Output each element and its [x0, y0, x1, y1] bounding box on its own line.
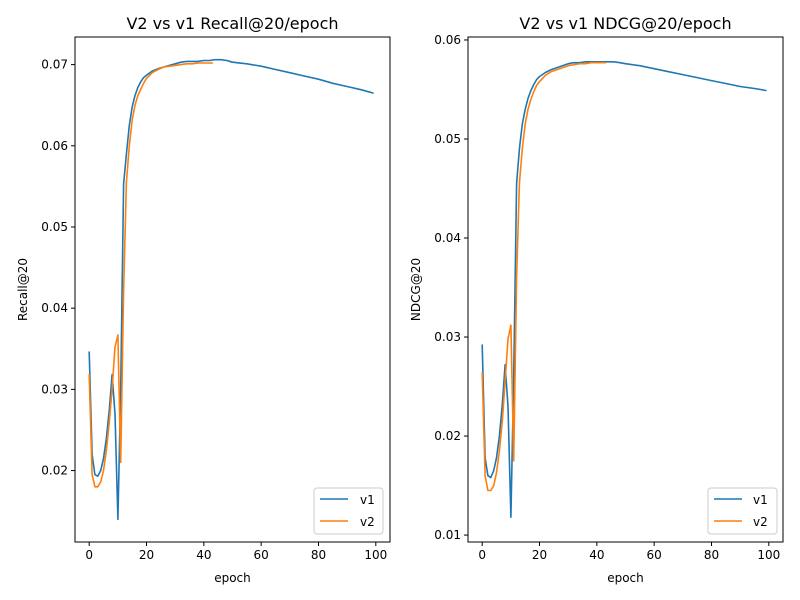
ndcg-y-tick-label: 0.03 — [434, 330, 461, 344]
recall-y-tick-label: 0.02 — [41, 464, 68, 478]
ndcg-x-tick-label: 80 — [704, 548, 719, 562]
ndcg-y-tick-label: 0.01 — [434, 528, 461, 542]
recall-x-tick-label: 80 — [311, 548, 326, 562]
ndcg-series-v2-line — [481, 61, 607, 492]
ndcg-legend: v1 v2 — [707, 487, 778, 535]
recall-x-tick-label: 60 — [254, 548, 269, 562]
ndcg-x-tick-label: 60 — [647, 548, 662, 562]
ndcg-legend-v1-label: v1 — [753, 493, 768, 507]
recall-legend-v1-label: v1 — [360, 493, 375, 507]
recall-legend: v1 v2 — [313, 487, 384, 535]
recall-series-v2-line — [88, 62, 214, 488]
ndcg-x-ticks: 0 20 40 60 80 100 — [478, 542, 780, 562]
recall-legend-v2-label: v2 — [360, 515, 375, 529]
ndcg-x-tick-label: 0 — [478, 548, 486, 562]
ndcg-series-layer — [481, 60, 767, 519]
recall-chart: V2 vs v1 Recall@20/epoch 0 20 40 60 80 100 0.… — [16, 14, 391, 585]
ndcg-y-ticks: 0.01 0.02 0.03 0.04 0.05 0.06 — [434, 33, 468, 542]
ndcg-x-tick-label: 100 — [757, 548, 780, 562]
recall-y-tick-label: 0.04 — [41, 301, 68, 315]
ndcg-y-tick-label: 0.06 — [434, 33, 461, 47]
recall-y-tick-label: 0.03 — [41, 382, 68, 396]
ndcg-y-tick-label: 0.04 — [434, 231, 461, 245]
recall-x-tick-label: 100 — [364, 548, 387, 562]
recall-x-axis-label: epoch — [214, 571, 251, 585]
ndcg-axes-frame — [467, 36, 784, 543]
ndcg-series-v1-line — [481, 60, 767, 519]
ndcg-chart: V2 vs v1 NDCG@20/epoch 0 20 40 60 80 100 0.01… — [409, 14, 784, 585]
recall-y-tick-label: 0.05 — [41, 220, 68, 234]
recall-chart-title: V2 vs v1 Recall@20/epoch — [126, 14, 338, 33]
recall-x-tick-label: 40 — [196, 548, 211, 562]
recall-x-ticks: 0 20 40 60 80 100 — [85, 542, 387, 562]
ndcg-x-tick-label: 40 — [589, 548, 604, 562]
ndcg-y-tick-label: 0.02 — [434, 429, 461, 443]
recall-plot-area — [74, 36, 391, 543]
ndcg-y-tick-label: 0.05 — [434, 132, 461, 146]
recall-y-ticks: 0.02 0.03 0.04 0.05 0.06 0.07 — [41, 58, 75, 478]
recall-y-axis-label: Recall@20 — [16, 258, 30, 321]
ndcg-legend-v2-label: v2 — [753, 515, 768, 529]
ndcg-y-axis-label: NDCG@20 — [409, 258, 423, 321]
ndcg-x-axis-label: epoch — [607, 571, 644, 585]
recall-series-layer — [88, 58, 374, 521]
ndcg-x-tick-label: 20 — [532, 548, 547, 562]
recall-y-tick-label: 0.06 — [41, 139, 68, 153]
ndcg-plot-area — [467, 36, 784, 543]
ndcg-chart-title: V2 vs v1 NDCG@20/epoch — [519, 14, 731, 33]
recall-axes-frame — [74, 36, 391, 543]
recall-x-tick-label: 20 — [139, 548, 154, 562]
recall-y-tick-label: 0.07 — [41, 58, 68, 72]
recall-x-tick-label: 0 — [85, 548, 93, 562]
